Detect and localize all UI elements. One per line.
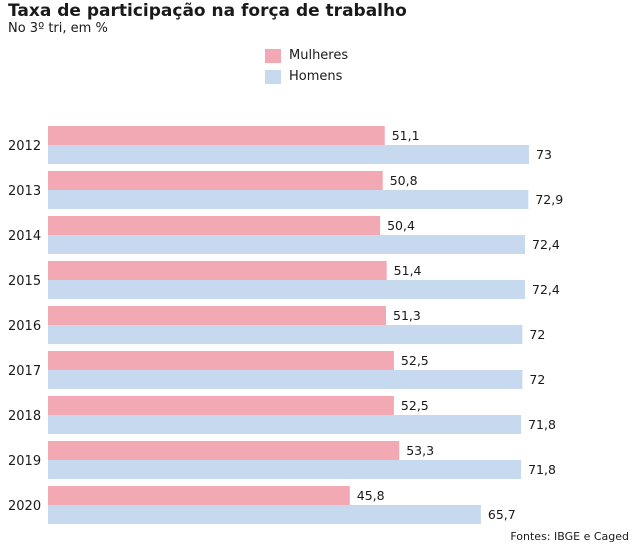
value-label-homens-2019: 71,8: [528, 462, 556, 477]
chart-subtitle: No 3º tri, em %: [8, 21, 108, 36]
legend-swatch-mulheres: [265, 48, 281, 63]
bar-homens-2014: [48, 235, 526, 254]
value-label-homens-2014: 72,4: [532, 237, 560, 252]
legend-swatch-homens: [265, 69, 281, 84]
bar-homens-2020: [48, 505, 481, 524]
source-note: Fontes: IBGE e Caged: [510, 530, 629, 543]
value-label-mulheres-2014: 50,4: [387, 218, 415, 233]
year-label-2018: 2018: [8, 409, 41, 424]
value-label-mulheres-2013: 50,8: [390, 173, 418, 188]
bar-homens-2019: [48, 460, 522, 479]
year-label-2015: 2015: [8, 274, 41, 289]
value-label-homens-2020: 65,7: [488, 507, 516, 522]
bar-mulheres-2017: [48, 351, 394, 370]
value-label-homens-2015: 72,4: [532, 282, 560, 297]
legend-item-homens: Homens: [265, 66, 348, 87]
bar-homens-2018: [48, 415, 522, 434]
value-label-mulheres-2019: 53,3: [406, 443, 434, 458]
value-label-mulheres-2015: 51,4: [394, 263, 422, 278]
value-label-homens-2018: 71,8: [528, 417, 556, 432]
legend-label-homens: Homens: [289, 69, 343, 84]
chart-title: Taxa de participação na força de trabalh…: [8, 1, 407, 21]
bar-homens-2013: [48, 190, 529, 209]
legend: Mulheres Homens: [265, 45, 348, 87]
bar-mulheres-2020: [48, 486, 350, 505]
value-label-homens-2017: 72: [529, 372, 545, 387]
value-label-mulheres-2018: 52,5: [401, 398, 429, 413]
value-label-mulheres-2016: 51,3: [393, 308, 421, 323]
value-label-homens-2012: 73: [536, 147, 552, 162]
value-label-homens-2013: 72,9: [535, 192, 563, 207]
bar-mulheres-2018: [48, 396, 394, 415]
value-label-mulheres-2012: 51,1: [392, 128, 420, 143]
bar-homens-2016: [48, 325, 523, 344]
bar-homens-2015: [48, 280, 526, 299]
bar-mulheres-2016: [48, 306, 387, 325]
bar-mulheres-2019: [48, 441, 400, 460]
year-label-2014: 2014: [8, 229, 41, 244]
bar-mulheres-2012: [48, 126, 385, 145]
bar-mulheres-2014: [48, 216, 381, 235]
bar-homens-2017: [48, 370, 523, 389]
value-label-homens-2016: 72: [529, 327, 545, 342]
legend-item-mulheres: Mulheres: [265, 45, 348, 66]
year-label-2017: 2017: [8, 364, 41, 379]
year-label-2019: 2019: [8, 454, 41, 469]
value-label-mulheres-2020: 45,8: [357, 488, 385, 503]
bar-mulheres-2013: [48, 171, 383, 190]
year-label-2016: 2016: [8, 319, 41, 334]
value-label-mulheres-2017: 52,5: [401, 353, 429, 368]
bar-homens-2012: [48, 145, 529, 164]
legend-label-mulheres: Mulheres: [289, 48, 349, 63]
year-label-2012: 2012: [8, 139, 41, 154]
bar-mulheres-2015: [48, 261, 387, 280]
year-label-2013: 2013: [8, 184, 41, 199]
year-label-2020: 2020: [8, 499, 41, 514]
